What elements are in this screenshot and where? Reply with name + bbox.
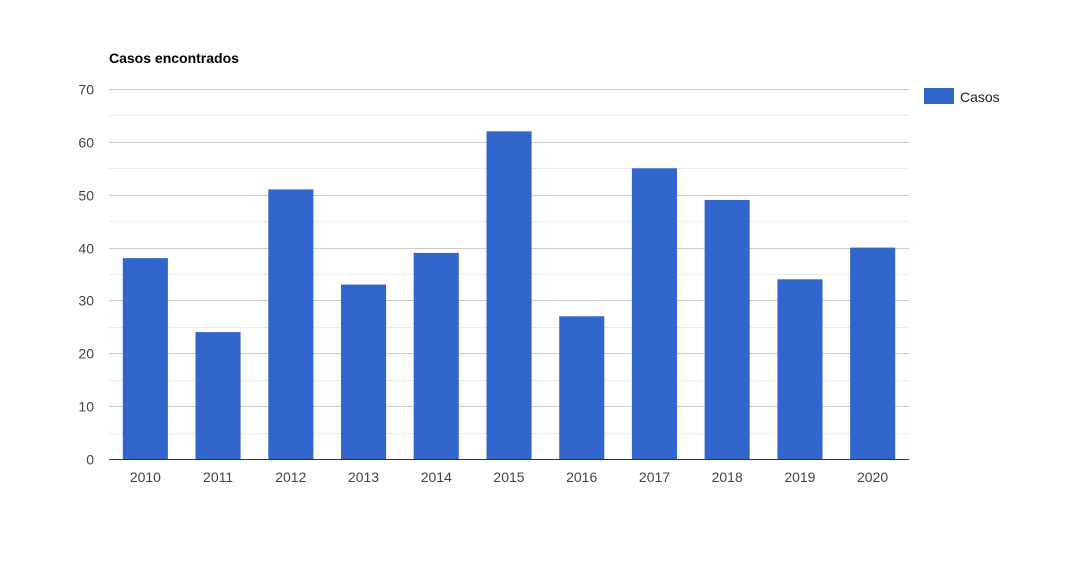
x-tick-label: 2017	[639, 469, 670, 485]
bar-2020[interactable]	[850, 247, 896, 459]
bar-2019[interactable]	[777, 279, 823, 459]
y-tick-label: 70	[78, 82, 94, 98]
bar-2017[interactable]	[631, 168, 677, 460]
x-tick-label: 2020	[857, 469, 888, 485]
bar-2011[interactable]	[195, 332, 241, 459]
y-tick-label: 10	[78, 399, 94, 415]
bar-2018[interactable]	[704, 200, 750, 459]
bars	[122, 131, 896, 460]
y-tick-label: 60	[78, 135, 94, 151]
legend-label-casos: Casos	[960, 89, 1000, 105]
x-tick-label: 2011	[203, 469, 233, 485]
x-tick-label: 2016	[566, 469, 597, 485]
x-tick-label: 2015	[493, 469, 524, 485]
x-tick-label: 2018	[712, 469, 743, 485]
y-tick-label: 50	[78, 188, 94, 204]
x-tick-label: 2010	[130, 469, 161, 485]
x-tick-label: 2013	[348, 469, 379, 485]
bar-2013[interactable]	[341, 284, 387, 459]
x-tick-label: 2012	[275, 469, 306, 485]
x-tick-label: 2019	[784, 469, 815, 485]
axes: 0 10 20 30 40 50 60 70 2010 2011 2012 2013 2014 2015 2…	[78, 82, 909, 485]
bar-2014[interactable]	[413, 252, 459, 459]
bar-2010[interactable]	[122, 258, 168, 459]
x-tick-label: 2014	[421, 469, 452, 485]
bar-2016[interactable]	[559, 316, 605, 459]
y-tick-label: 20	[78, 346, 94, 362]
y-tick-label: 0	[86, 452, 94, 468]
y-tick-label: 30	[78, 293, 94, 309]
chart-title: Casos encontrados	[109, 50, 239, 66]
legend: Casos	[924, 88, 1000, 105]
y-tick-label: 40	[78, 241, 94, 257]
legend-swatch-casos	[924, 88, 954, 104]
bar-2012[interactable]	[268, 189, 314, 459]
bar-2015[interactable]	[486, 131, 532, 460]
